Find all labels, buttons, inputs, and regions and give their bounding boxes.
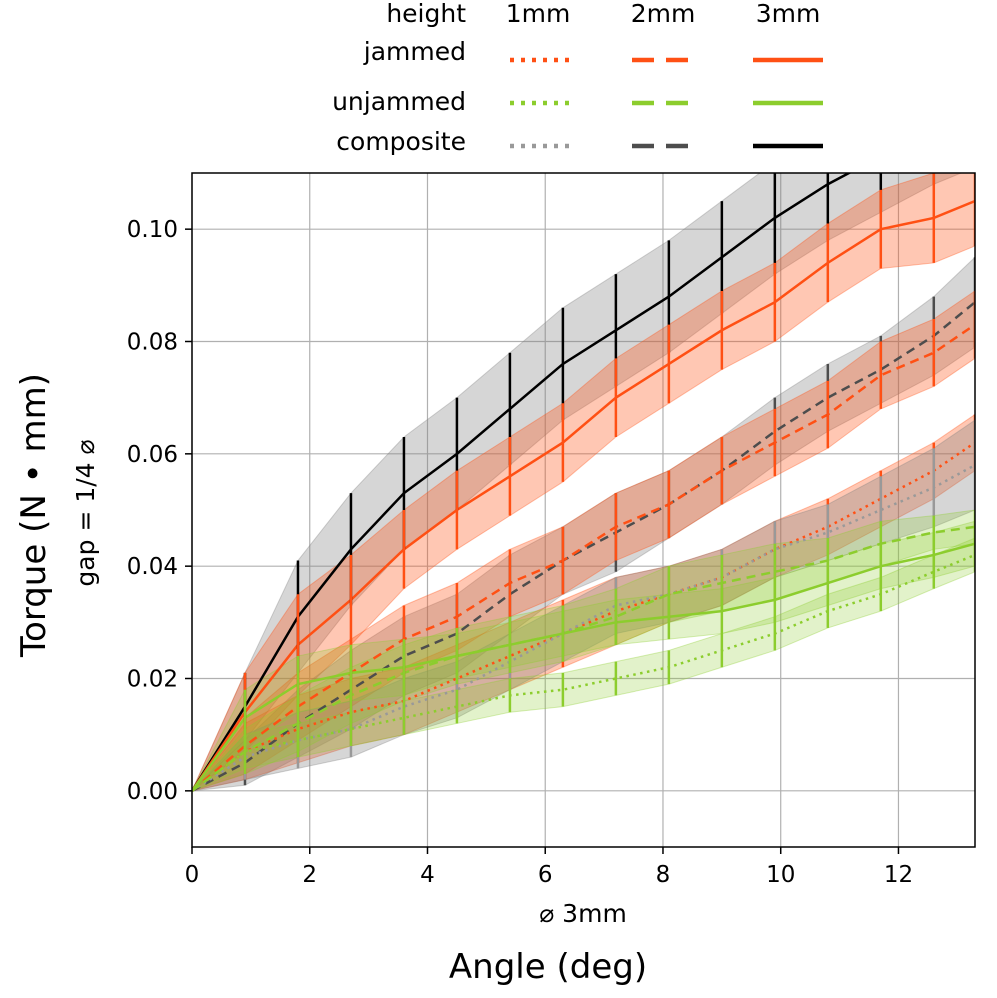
x-tick-label: 6 [538, 862, 553, 888]
line-unjammed-3mm [192, 542, 975, 792]
y-tick-label: 0.10 [127, 217, 178, 243]
y-tick-label: 0.04 [127, 554, 178, 580]
y-tick-label: 0.06 [127, 442, 178, 468]
line-composite-3mm [192, 173, 852, 792]
axis-ticks: 0 2 4 6 8 10 12 0.00 0.02 0.04 0.06 0.08 0.10 [127, 217, 913, 888]
y-tick-label: 0.08 [127, 330, 178, 356]
line-jammed-2mm [192, 323, 975, 792]
x-tick-label: 12 [884, 862, 913, 888]
legend-height-2mm: 2mm [631, 0, 696, 28]
legend-height-3mm: 3mm [756, 0, 821, 28]
line-jammed-3mm [192, 199, 975, 792]
y-axis-sublabel: gap = 1/4 ⌀ [71, 439, 100, 586]
line-composite-2mm [192, 301, 975, 792]
legend-row-unjammed: unjammed [332, 87, 466, 116]
legend-height-1mm: 1mm [506, 0, 571, 28]
line-composite-1mm [192, 463, 975, 792]
legend-row-composite: composite [336, 127, 466, 156]
line-unjammed-2mm [192, 525, 975, 792]
y-tick-label: 0.02 [127, 667, 178, 693]
x-tick-label: 10 [766, 862, 795, 888]
series-lines [192, 173, 975, 792]
band-composite-1mm [192, 419, 975, 792]
band-composite-2mm [192, 256, 975, 792]
x-tick-label: 0 [185, 862, 200, 888]
x-tick-label: 4 [420, 862, 435, 888]
line-unjammed-1mm [192, 553, 975, 792]
x-tick-label: 2 [302, 862, 317, 888]
plot-frame [191, 172, 976, 848]
y-tick-label: 0.00 [127, 779, 178, 805]
x-axis-title: Angle (deg) [449, 947, 647, 987]
error-bars [243, 173, 975, 786]
legend-height-title: height [386, 0, 466, 28]
legend-row-jammed: jammed [363, 37, 466, 66]
x-tick-label: 8 [656, 862, 671, 888]
band-jammed-1mm [192, 413, 975, 792]
band-composite-3mm [192, 173, 963, 792]
band-unjammed-1mm [192, 537, 975, 792]
legend: height 1mm 2mm 3mm jammed unjammed compo… [332, 0, 823, 156]
line-jammed-1mm [192, 441, 975, 792]
band-jammed-3mm [192, 173, 975, 792]
band-unjammed-3mm [192, 520, 975, 792]
x-axis-sublabel: ⌀ 3mm [539, 899, 627, 928]
y-axis-title: Torque (N • mm) [14, 373, 54, 658]
